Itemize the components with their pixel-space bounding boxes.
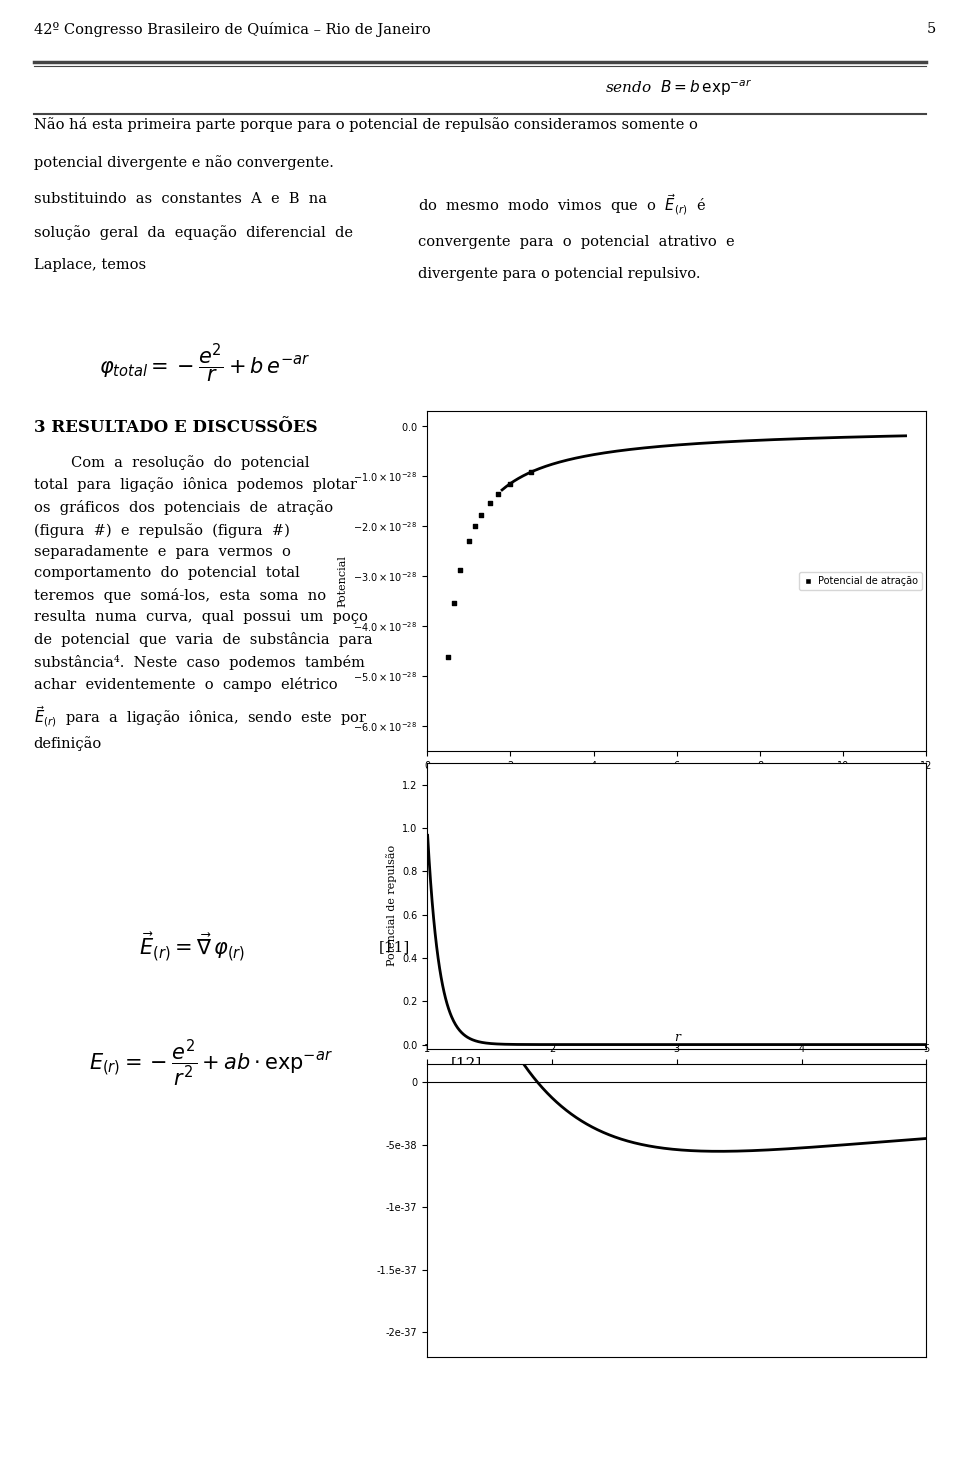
Point (468, 515, 483, 538)
Text: Com  a  resolução  do  potencial
total  para  ligação  iônica  podemos  plotar
o: Com a resolução do potencial total para … (34, 455, 372, 751)
Text: do  mesmo  modo  vimos  que  o  $\vec{E}_{(r)}$  é

convergente  para  o  potenc: do mesmo modo vimos que o $\vec{E}_{(r)}… (418, 192, 734, 282)
Text: [12]: [12] (451, 1056, 483, 1071)
Point (461, 530, 476, 553)
Y-axis label: Potencial de repulsão: Potencial de repulsão (386, 845, 396, 967)
Point (473, 503, 489, 527)
Text: substituindo  as  constantes  A  e  B  na

solução  geral  da  equação  diferenc: substituindo as constantes A e B na solu… (34, 192, 352, 271)
Text: sendo  $B = b\,\mathrm{exp}^{-ar}$: sendo $B = b\,\mathrm{exp}^{-ar}$ (605, 78, 752, 98)
Text: $E_{(r)} = -\dfrac{e^2}{r^2} + ab\cdot\mathrm{exp}^{-ar}$: $E_{(r)} = -\dfrac{e^2}{r^2} + ab\cdot\m… (89, 1039, 333, 1089)
Point (453, 559, 468, 582)
Point (503, 472, 518, 496)
Text: Não há esta primeira parte porque para o potencial de repulsão consideramos some: Não há esta primeira parte porque para o… (34, 117, 698, 170)
Text: 42º Congresso Brasileiro de Química – Rio de Janeiro: 42º Congresso Brasileiro de Química – Ri… (34, 22, 430, 37)
Text: $\varphi_{total} = -\dfrac{e^2}{r} + b\,e^{-ar}$: $\varphi_{total} = -\dfrac{e^2}{r} + b\,… (99, 340, 311, 384)
Text: [11]: [11] (379, 940, 411, 954)
Legend: Potencial de atração: Potencial de atração (799, 572, 922, 590)
Point (446, 591, 462, 615)
Point (441, 645, 456, 669)
Point (482, 491, 497, 515)
X-axis label: Raio (angstrom): Raio (angstrom) (631, 776, 723, 786)
Y-axis label: Potencial: Potencial (338, 555, 348, 607)
Text: $\vec{E}_{(r)} = \vec{\nabla}\,\varphi_{(r)}$: $\vec{E}_{(r)} = \vec{\nabla}\,\varphi_{… (139, 930, 246, 964)
X-axis label: r: r (674, 1031, 680, 1045)
Point (523, 461, 539, 484)
Text: 3 RESULTADO E DISCUSSÕES: 3 RESULTADO E DISCUSSÕES (34, 420, 317, 436)
Point (491, 483, 506, 506)
Text: 5: 5 (926, 22, 936, 37)
